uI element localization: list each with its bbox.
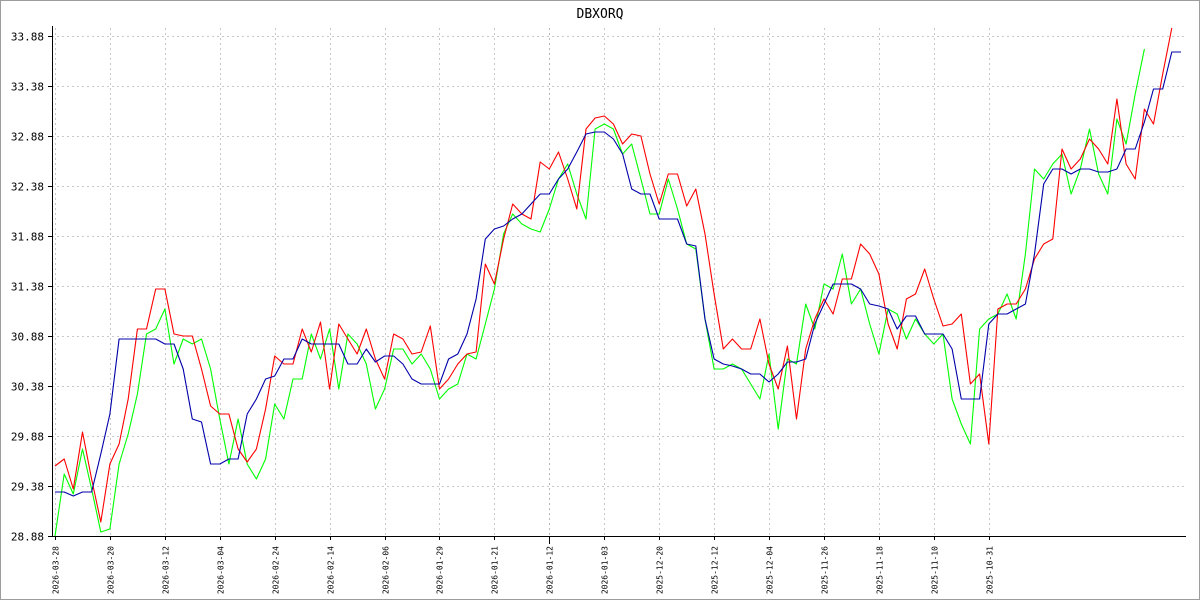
x-tick-label: 2026-03-28	[52, 546, 61, 594]
x-tick-label: 2025-10-31	[986, 546, 995, 594]
x-tick-label: 2025-11-26	[821, 546, 830, 594]
y-tick-label: 31.38	[11, 281, 44, 294]
x-tick-label: 2025-12-12	[711, 546, 720, 594]
grid-layer	[52, 28, 1186, 536]
x-tick-label: 2026-01-21	[491, 546, 500, 594]
x-tick-label: 2026-02-14	[327, 546, 336, 594]
y-tick-label: 30.88	[11, 331, 44, 344]
x-tick-label: 2026-02-06	[382, 546, 391, 594]
x-tick-label: 2025-11-18	[876, 546, 885, 594]
y-tick-label: 31.88	[11, 231, 44, 244]
y-tick-label: 29.88	[11, 431, 44, 444]
y-tick-label: 28.88	[11, 531, 44, 544]
x-tick-label: 2026-03-20	[107, 546, 116, 594]
y-tick-label: 33.38	[11, 81, 44, 94]
series-line-1	[54, 48, 1145, 537]
x-tick-label: 2026-02-24	[272, 546, 281, 594]
x-tick-label: 2026-01-03	[601, 546, 610, 594]
x-tick-label: 2026-03-04	[217, 546, 226, 594]
y-tick-label: 32.38	[11, 181, 44, 194]
y-tick-label: 32.88	[11, 131, 44, 144]
axes-layer: 28.88 29.38 29.88 30.38 30.88 31.38 31.88 32.38…	[11, 26, 1186, 594]
x-tick-label: 2025-12-04	[766, 546, 775, 594]
y-tick-label: 30.38	[11, 381, 44, 394]
x-tick-label: 2025-11-10	[931, 546, 940, 594]
x-tick-label: 2026-01-29	[436, 546, 445, 594]
x-tick-label: 2026-01-12	[546, 546, 555, 594]
series-layer	[54, 27, 1181, 537]
x-tick-label: 2025-12-20	[656, 546, 665, 594]
x-tick-label: 2026-03-12	[162, 546, 171, 594]
series-line-3	[55, 51, 1181, 497]
y-tick-label: 33.88	[11, 31, 44, 44]
y-tick-label: 29.38	[11, 481, 44, 494]
chart-title: DBXORQ	[577, 7, 624, 22]
series-line-2	[54, 27, 1173, 523]
